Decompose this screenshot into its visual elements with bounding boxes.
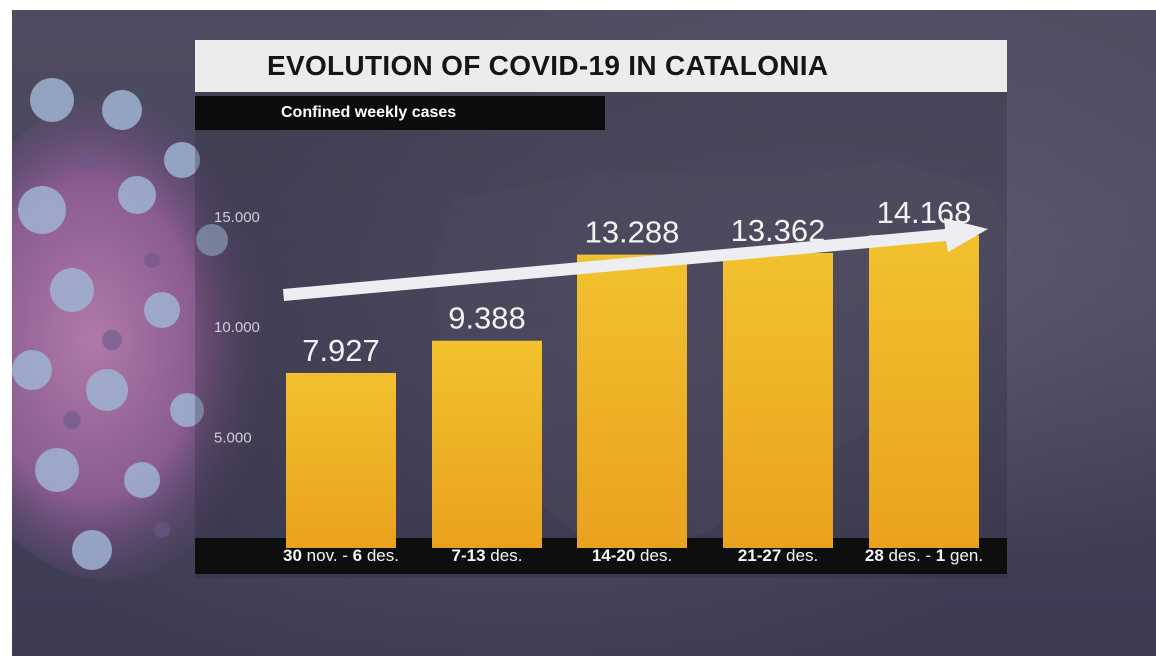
y-tick-label: 10.000 bbox=[214, 319, 260, 336]
bar-value-label: 13.288 bbox=[585, 215, 680, 250]
coronavirus-illustration bbox=[12, 78, 272, 580]
category-label-part: des. - bbox=[883, 546, 936, 565]
category-label-part: 30 bbox=[283, 546, 302, 565]
category-label-part: gen. bbox=[945, 546, 984, 565]
y-tick-label: 5.000 bbox=[214, 430, 252, 447]
category-label: 7-13 des. bbox=[452, 538, 523, 574]
category-label-part: 28 bbox=[864, 546, 884, 565]
category-label-part: des. bbox=[781, 546, 819, 565]
bar-value-label: 9.388 bbox=[448, 301, 526, 336]
category-label-part: nov. - bbox=[301, 546, 353, 565]
category-label-part: 1 bbox=[935, 546, 946, 565]
category-label-part: des. bbox=[635, 546, 673, 565]
bar bbox=[723, 252, 833, 548]
category-label: 21-27 des. bbox=[738, 538, 818, 574]
category-label-part: des. bbox=[362, 546, 399, 565]
category-label-part: 7-13 bbox=[451, 546, 486, 565]
category-label-part: 6 bbox=[352, 546, 363, 565]
trend-arrow bbox=[283, 218, 988, 301]
category-label-part: des. bbox=[485, 546, 523, 565]
y-tick-label: 15.000 bbox=[214, 209, 260, 226]
bar bbox=[286, 372, 396, 548]
category-label: 28 des. - 1 gen. bbox=[865, 538, 983, 574]
category-label-part: 14-20 bbox=[591, 546, 636, 565]
bar bbox=[869, 235, 979, 548]
trend-arrow-shape bbox=[283, 218, 988, 301]
chart-subtitle: Confined weekly cases bbox=[281, 104, 457, 121]
subtitle-banner: Confined weekly cases bbox=[195, 96, 605, 130]
bar bbox=[577, 254, 687, 549]
chart-title: EVOLUTION OF COVID-19 IN CATALONIA bbox=[267, 50, 829, 81]
bar bbox=[432, 340, 542, 548]
category-label: 14-20 des. bbox=[592, 538, 672, 574]
category-label: 30 nov. - 6 des. bbox=[283, 538, 399, 574]
title-banner: EVOLUTION OF COVID-19 IN CATALONIA bbox=[195, 40, 1007, 92]
bar-value-label: 7.927 bbox=[302, 333, 380, 368]
category-label-part: 21-27 bbox=[737, 546, 782, 565]
